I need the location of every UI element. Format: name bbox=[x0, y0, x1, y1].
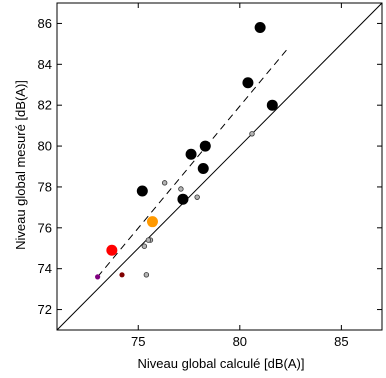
regression-line bbox=[97, 49, 287, 278]
reference-lines bbox=[56, 2, 383, 331]
data-point bbox=[106, 244, 118, 256]
y-tick-label: 86 bbox=[38, 16, 52, 31]
x-axis-ticks: 75 80 85 bbox=[131, 3, 349, 349]
data-point bbox=[185, 148, 197, 160]
x-tick-label: 80 bbox=[233, 334, 247, 349]
data-point bbox=[119, 272, 125, 278]
data-point bbox=[199, 140, 211, 152]
data-point bbox=[254, 22, 266, 34]
data-points bbox=[95, 22, 278, 280]
y-tick-label: 74 bbox=[38, 261, 52, 276]
data-point bbox=[146, 216, 158, 228]
data-point bbox=[136, 185, 148, 197]
x-axis-label: Niveau global calculé [dB(A)] bbox=[138, 356, 305, 371]
data-point bbox=[197, 163, 209, 175]
data-point bbox=[194, 194, 200, 200]
data-point bbox=[249, 131, 255, 137]
data-point bbox=[161, 180, 168, 186]
data-point bbox=[141, 243, 148, 249]
y-axis-label: Niveau global mesuré [dB(A)] bbox=[13, 80, 28, 250]
data-point bbox=[143, 272, 150, 278]
y-tick-label: 80 bbox=[38, 139, 52, 154]
data-point bbox=[242, 77, 254, 89]
identity-line bbox=[56, 2, 383, 331]
y-tick-label: 76 bbox=[38, 220, 52, 235]
data-point bbox=[145, 237, 152, 243]
y-axis-ticks: 72 74 76 78 80 82 84 86 bbox=[38, 16, 382, 317]
data-point bbox=[178, 186, 184, 192]
data-point bbox=[95, 274, 101, 280]
y-tick-label: 84 bbox=[38, 57, 52, 72]
data-point bbox=[266, 99, 278, 111]
y-tick-label: 72 bbox=[38, 302, 52, 317]
y-tick-label: 78 bbox=[38, 179, 52, 194]
x-tick-label: 75 bbox=[131, 334, 145, 349]
y-tick-label: 82 bbox=[38, 98, 52, 113]
data-point bbox=[177, 193, 189, 205]
x-tick-label: 85 bbox=[334, 334, 348, 349]
